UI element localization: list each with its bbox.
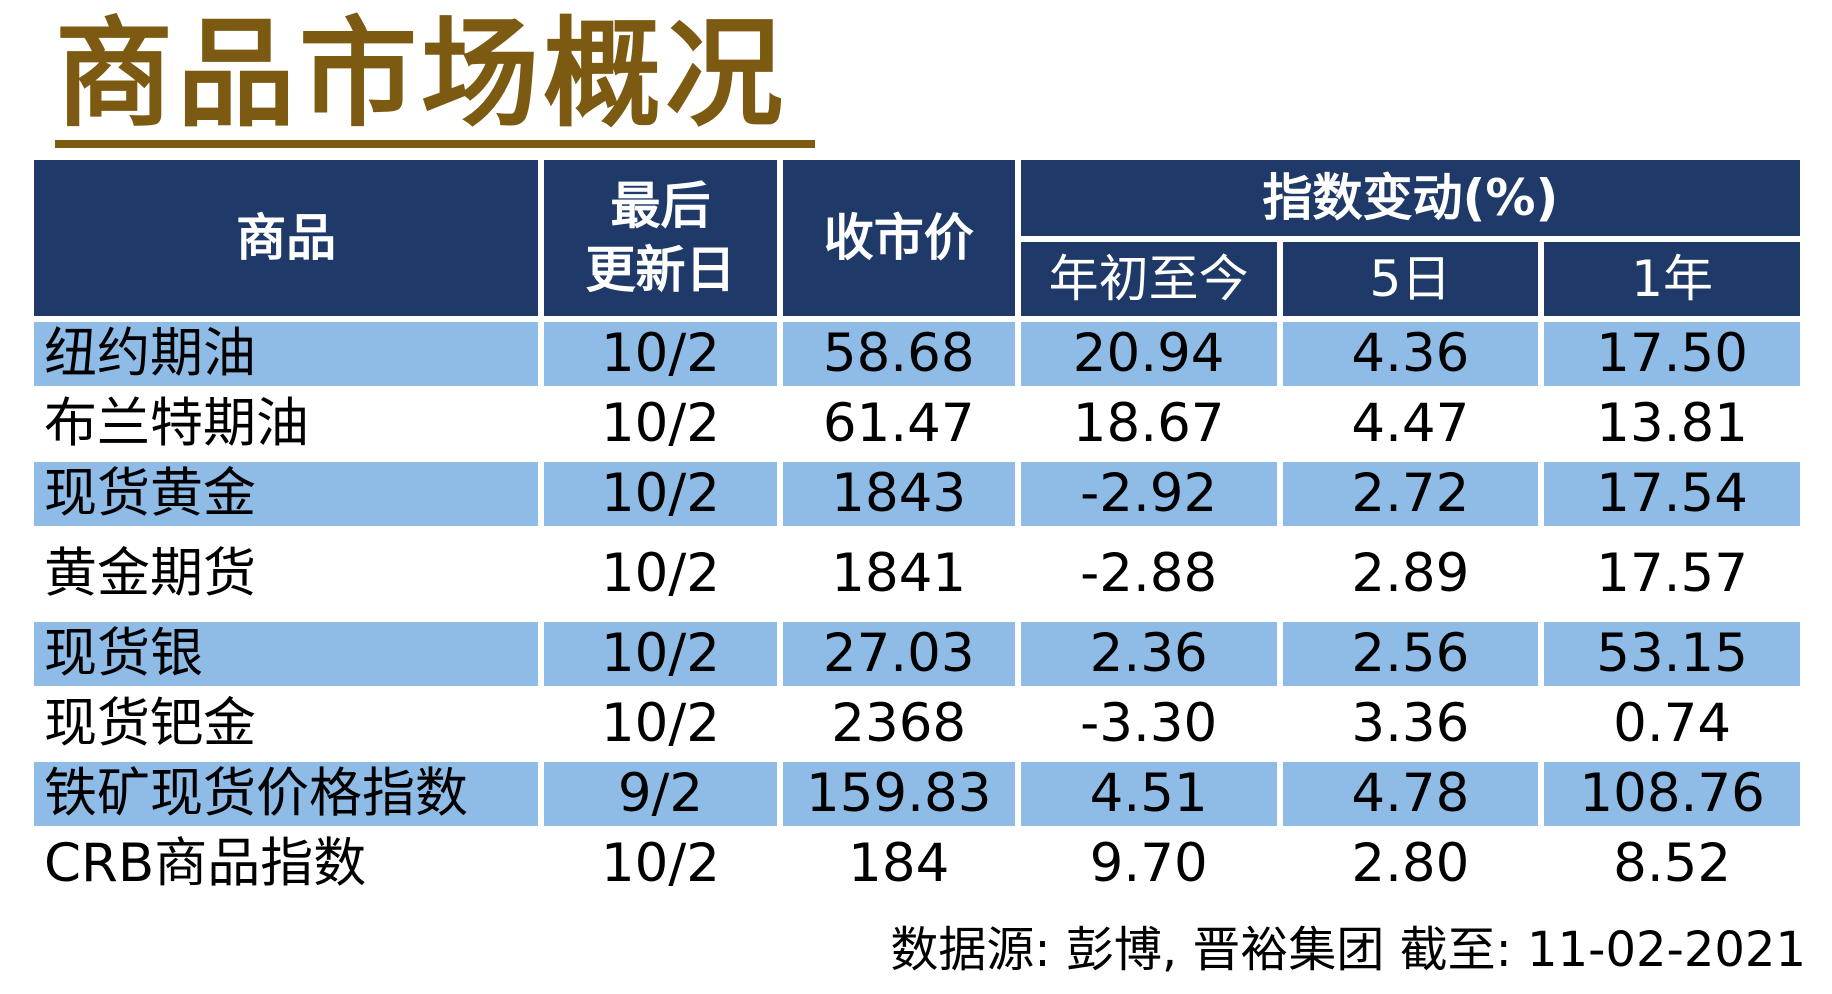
header-ytd: 年初至今: [1020, 242, 1277, 316]
cell-ytd: -3.30: [1080, 693, 1218, 754]
cell-1y: 108.76: [1544, 762, 1800, 826]
cell-1y: 0.74: [1613, 693, 1732, 754]
cell-ytd: 20.94: [1020, 322, 1277, 386]
cell-price: 159.83: [782, 762, 1015, 826]
cell-ytd: 4.51: [1020, 762, 1277, 826]
header-index-change: 指数变动(%): [1020, 160, 1800, 236]
cell-5d: 4.47: [1351, 393, 1470, 454]
cell-price: 27.03: [782, 622, 1015, 686]
cell-1y: 17.50: [1544, 322, 1800, 386]
table-row: 布兰特期油 10/2 61.47 18.67 4.47 13.81: [34, 392, 1800, 456]
cell-price: 1841: [831, 543, 967, 604]
cell-price: 61.47: [822, 393, 975, 454]
cell-name: 铁矿现货价格指数: [34, 762, 539, 826]
cell-date: 10/2: [544, 322, 777, 386]
cell-name: 现货黄金: [34, 462, 539, 526]
cell-5d: 2.89: [1351, 543, 1470, 604]
title-block: 商品市场概况: [55, 8, 815, 154]
data-source-note: 数据源: 彭博, 晋裕集团 截至: 11-02-2021: [890, 922, 1806, 978]
cell-ytd: 2.36: [1020, 622, 1277, 686]
cell-name: 现货钯金: [44, 693, 256, 754]
cell-date: 10/2: [600, 693, 720, 754]
cell-price: 184: [848, 833, 950, 894]
cell-date: 10/2: [544, 462, 777, 526]
cell-date: 9/2: [544, 762, 777, 826]
cell-5d: 4.36: [1282, 322, 1539, 386]
cell-date: 10/2: [600, 833, 720, 894]
header-commodity: 商品: [34, 160, 539, 316]
commodity-table: 商品 最后 更新日 收市价 指数变动(%) 年初至今 5日 1年 纽约期油 10…: [28, 154, 1806, 902]
table-row: 纽约期油 10/2 58.68 20.94 4.36 17.50: [34, 322, 1800, 386]
table-row: CRB商品指数 10/2 184 9.70 2.80 8.52: [34, 832, 1800, 896]
cell-name: 黄金期货: [44, 543, 256, 604]
title-underline: [55, 140, 815, 148]
cell-5d: 2.72: [1282, 462, 1539, 526]
cell-name: CRB商品指数: [44, 833, 367, 894]
cell-date: 10/2: [600, 543, 720, 604]
cell-price: 58.68: [782, 322, 1015, 386]
cell-5d: 2.80: [1351, 833, 1470, 894]
cell-ytd: -2.88: [1080, 543, 1218, 604]
header-last-update-line1: 最后: [610, 177, 711, 235]
cell-1y: 17.54: [1544, 462, 1800, 526]
cell-date: 10/2: [544, 622, 777, 686]
header-1y: 1年: [1544, 242, 1800, 316]
cell-5d: 3.36: [1351, 693, 1470, 754]
cell-price: 1843: [782, 462, 1015, 526]
cell-5d: 2.56: [1282, 622, 1539, 686]
cell-1y: 8.52: [1613, 833, 1732, 894]
cell-5d: 4.78: [1282, 762, 1539, 826]
header-last-update-line2: 更新日: [585, 241, 736, 299]
table-row: 现货银 10/2 27.03 2.36 2.56 53.15: [34, 622, 1800, 686]
page-title: 商品市场概况: [55, 5, 788, 143]
table-row: 铁矿现货价格指数 9/2 159.83 4.51 4.78 108.76: [34, 762, 1800, 826]
cell-date: 10/2: [600, 393, 720, 454]
cell-name: 现货银: [34, 622, 539, 686]
header-last-update: 最后 更新日: [544, 160, 777, 316]
table-row: 现货钯金 10/2 2368 -3.30 3.36 0.74: [34, 692, 1800, 756]
cell-name: 布兰特期油: [44, 393, 309, 454]
cell-name: 纽约期油: [34, 322, 539, 386]
cell-1y: 13.81: [1596, 393, 1748, 454]
cell-1y: 17.57: [1596, 543, 1748, 604]
cell-ytd: 9.70: [1089, 833, 1208, 894]
table-row: 现货黄金 10/2 1843 -2.92 2.72 17.54: [34, 462, 1800, 526]
header-close-price: 收市价: [782, 160, 1015, 316]
cell-ytd: 18.67: [1072, 393, 1225, 454]
table-row: 黄金期货 10/2 1841 -2.88 2.89 17.57: [34, 532, 1800, 616]
header-5d: 5日: [1282, 242, 1539, 316]
cell-1y: 53.15: [1544, 622, 1800, 686]
cell-price: 2368: [831, 693, 967, 754]
cell-ytd: -2.92: [1020, 462, 1277, 526]
